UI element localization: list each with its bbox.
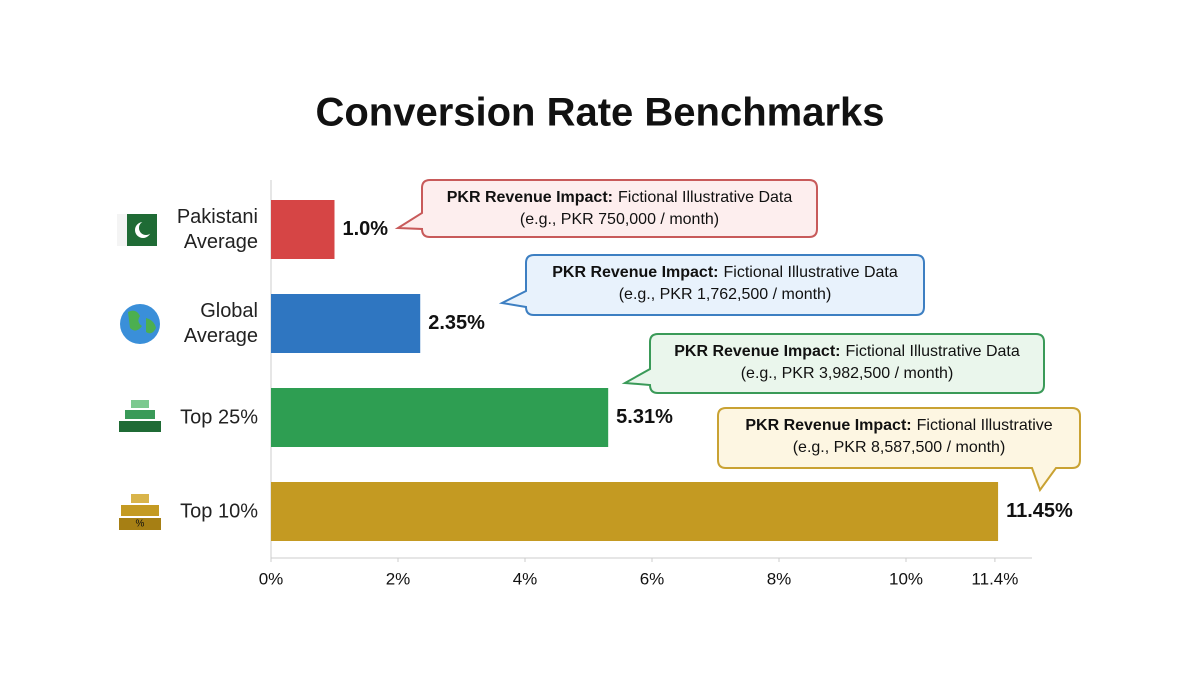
value-label: 1.0% [343,218,389,240]
callout-detail: (e.g., PKR 750,000 / month) [520,211,719,228]
category-label: Pakistani Average [176,205,258,253]
callout-box [498,254,925,316]
x-tick-label: 4% [513,569,538,588]
category-label: Global Average [183,299,258,347]
gold-icon: % [119,494,161,530]
callout-detail: (e.g., PKR 8,587,500 / month) [793,439,1006,456]
callout-detail: (e.g., PKR 3,982,500 / month) [741,365,954,382]
callout-text: Fictional Illustrative Data [845,343,1019,360]
category-label: Top 25% [180,406,258,428]
bar [271,388,609,447]
callout-label: PKR Revenue Impact: [447,189,613,206]
callout-text: Fictional Illustrative [917,417,1053,434]
callout-detail: (e.g., PKR 1,762,500 / month) [619,286,832,303]
callout-line: PKR Revenue Impact: Fictional Illustrativ… [745,417,1052,434]
value-label: 11.45% [1006,500,1073,522]
callout-box [394,179,818,238]
bar [271,482,999,541]
callout-line: PKR Revenue Impact: Fictional Illustrativ… [447,189,793,206]
callout-box [621,333,1045,394]
svg-text:%: % [136,519,145,530]
callout-label: PKR Revenue Impact: [674,343,840,360]
value-label: 5.31% [616,406,673,428]
value-label: 2.35% [428,312,485,334]
bar [271,200,335,259]
callout-label: PKR Revenue Impact: [745,417,911,434]
x-tick-label: 6% [640,569,665,588]
callout-text: Fictional Illustrative Data [618,189,792,206]
callout-line: PKR Revenue Impact: Fictional Illustrativ… [674,343,1020,360]
x-tick-label: 11.4% [971,569,1018,588]
callout-line: PKR Revenue Impact: Fictional Illustrativ… [552,264,898,281]
callout-box [717,407,1081,493]
globe-icon [120,304,160,344]
x-tick-label: 2% [386,569,411,588]
bar [271,294,421,353]
x-tick-label: 0% [259,569,284,588]
flag-icon [117,214,157,246]
chart-title: Conversion Rate Benchmarks [315,91,884,135]
x-tick-label: 10% [889,569,923,588]
category-label: Top 10% [180,500,258,522]
stack-icon [119,400,161,432]
x-tick-label: 8% [767,569,792,588]
callout-text: Fictional Illustrative Data [723,264,897,281]
callout-label: PKR Revenue Impact: [552,264,718,281]
